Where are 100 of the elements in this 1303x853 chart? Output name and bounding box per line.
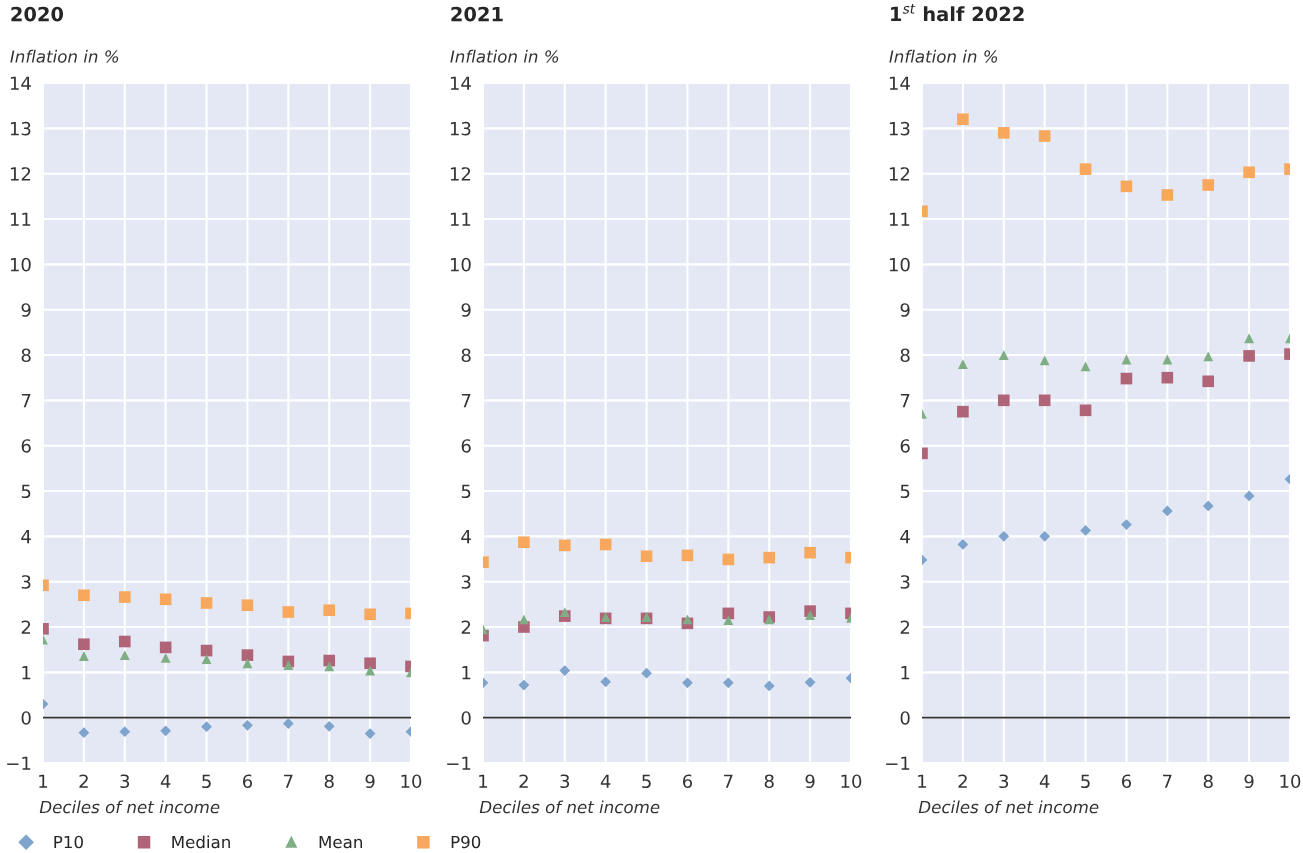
x-axis-title: Deciles of net income <box>39 800 220 814</box>
point <box>997 394 1010 407</box>
y-tick-label: 3 <box>900 575 910 589</box>
point <box>323 720 335 732</box>
y-tick-label: 12 <box>10 167 31 181</box>
point <box>323 654 336 667</box>
x-tick-label: 4 <box>1039 774 1050 788</box>
point <box>1243 350 1255 362</box>
point <box>804 546 816 559</box>
point <box>1080 525 1091 536</box>
point <box>119 650 130 661</box>
point <box>1202 179 1215 191</box>
y-tick-label: 9 <box>21 303 31 317</box>
y-tick-label: 2 <box>900 620 910 634</box>
y-tick-label: 6 <box>461 439 471 453</box>
y-tick-label: 9 <box>461 303 471 317</box>
y-tick-label: 0 <box>21 711 31 725</box>
point <box>1243 490 1255 502</box>
point <box>998 350 1009 360</box>
legend-label: P90 <box>451 835 481 849</box>
y-tick-label: 10 <box>889 257 910 272</box>
point <box>159 641 172 654</box>
point <box>518 614 529 625</box>
point <box>1079 404 1092 417</box>
y-tick-label: 12 <box>889 167 910 181</box>
point <box>957 113 969 126</box>
chart-title: 2021 <box>451 6 503 22</box>
point <box>78 589 90 602</box>
legend-label: P10 <box>54 835 83 849</box>
y-tick-label: 4 <box>461 530 471 544</box>
point <box>957 359 968 369</box>
y-tick-label: −1 <box>7 756 31 770</box>
point <box>723 615 734 626</box>
y-tick-label: 7 <box>900 394 910 408</box>
x-tick-label: 8 <box>1203 774 1213 789</box>
x-tick-label: 10 <box>841 774 862 789</box>
y-tick-label: 14 <box>450 76 471 90</box>
point <box>323 604 336 617</box>
y-tick-label: 11 <box>889 212 910 226</box>
point <box>1243 166 1255 179</box>
point <box>682 614 693 625</box>
y-tick-label: 7 <box>461 394 471 408</box>
y-axis-title: Inflation in % <box>450 49 559 63</box>
point <box>282 606 295 618</box>
x-tick-label: 9 <box>1244 774 1254 789</box>
point <box>1120 180 1133 193</box>
point <box>242 658 253 669</box>
point <box>1039 530 1051 542</box>
point <box>997 127 1010 139</box>
chart-title: 2020 <box>11 6 64 22</box>
x-tick-label: 3 <box>999 774 1009 789</box>
y-tick-label: 11 <box>450 212 471 226</box>
y-tick-label: 11 <box>10 212 31 226</box>
y-tick-label: 4 <box>900 530 910 544</box>
x-tick-label: 8 <box>324 774 334 789</box>
point <box>722 677 734 689</box>
point <box>118 591 131 603</box>
x-tick-label: 7 <box>724 774 733 788</box>
y-tick-label: 13 <box>889 121 910 136</box>
point <box>681 549 694 562</box>
x-axis-title: Deciles of net income <box>479 800 660 814</box>
point <box>364 657 376 670</box>
y-tick-label: 10 <box>10 257 31 272</box>
point <box>1080 361 1091 372</box>
point <box>1039 355 1050 366</box>
y-tick-label: 6 <box>21 439 31 453</box>
point <box>1161 505 1173 517</box>
y-tick-label: 2 <box>461 620 471 634</box>
point <box>160 652 171 663</box>
x-tick-label: 5 <box>202 774 211 789</box>
point <box>998 530 1010 542</box>
y-tick-label: 6 <box>900 439 910 453</box>
x-tick-label: 1 <box>918 774 927 788</box>
y-tick-label: 13 <box>450 121 471 136</box>
x-tick-label: 1 <box>479 774 488 788</box>
point <box>722 553 735 566</box>
chart-title: 1$^{st}$ half 2022 <box>891 4 1024 22</box>
point <box>324 661 335 672</box>
point <box>78 638 90 651</box>
y-tick-label: 10 <box>450 257 471 272</box>
point <box>200 597 213 609</box>
point <box>242 719 253 731</box>
x-tick-label: 7 <box>284 774 293 788</box>
y-tick-label: 12 <box>450 167 471 181</box>
point <box>364 728 376 739</box>
point <box>1162 354 1173 365</box>
y-tick-label: 8 <box>461 348 471 363</box>
point <box>1161 189 1174 201</box>
x-tick-label: 1 <box>39 774 48 788</box>
point <box>241 599 254 612</box>
point <box>364 608 376 621</box>
y-tick-label: 1 <box>901 666 910 680</box>
point <box>283 660 294 670</box>
point <box>1203 351 1214 362</box>
x-tick-label: 10 <box>1280 774 1301 789</box>
y-tick-label: 8 <box>21 348 31 363</box>
x-tick-label: 2 <box>958 774 967 788</box>
point <box>641 667 652 679</box>
point <box>763 551 776 564</box>
point <box>118 635 131 648</box>
